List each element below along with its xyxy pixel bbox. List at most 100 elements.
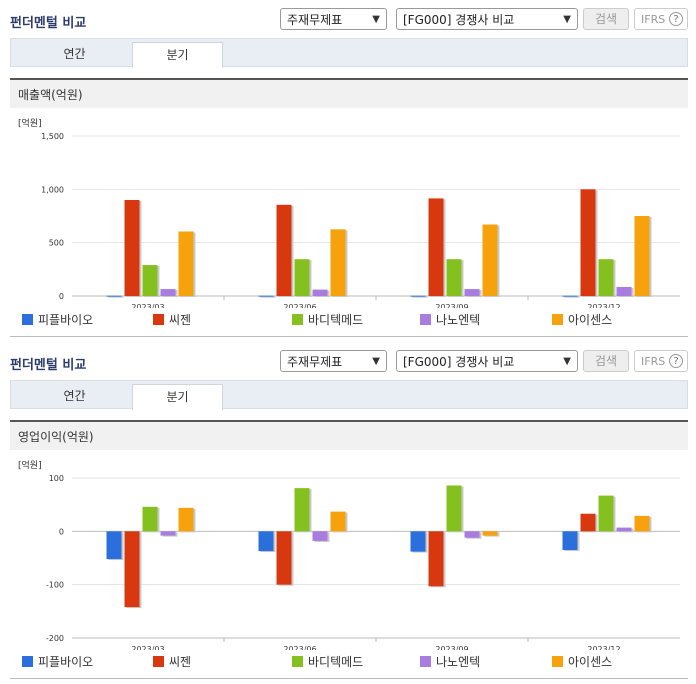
- legend-label: 아이센스: [568, 655, 613, 669]
- legend-label: 씨젠: [169, 313, 192, 327]
- tab-annual[interactable]: 연간: [63, 47, 86, 61]
- bar-피플바이오: [106, 531, 122, 560]
- bar-아이센스: [482, 224, 498, 296]
- legend-label: 바디텍메드: [308, 313, 364, 327]
- legend-swatch: [292, 656, 303, 667]
- legend-label: 나노엔텍: [436, 313, 481, 327]
- bar-아이센스: [330, 229, 346, 296]
- bar-피플바이오: [562, 295, 578, 297]
- bar-씨젠: [428, 531, 444, 587]
- search-button[interactable]: 검색: [583, 8, 629, 30]
- statement-type-value: 주재무제표: [287, 355, 343, 369]
- bar-피플바이오: [106, 295, 122, 297]
- bar-바디텍메드: [142, 506, 158, 532]
- tab-quarterly[interactable]: 분기: [132, 42, 223, 68]
- legend-swatch: [420, 314, 431, 325]
- legend-label: 씨젠: [169, 655, 192, 669]
- x-tick-label: 2023/12: [587, 303, 620, 308]
- legend-swatch: [552, 656, 563, 667]
- x-tick-label: 2023/12: [587, 645, 620, 650]
- y-tick-label: -100: [46, 581, 64, 590]
- y-tick-label: 1,000: [41, 185, 64, 194]
- statement-type-select[interactable]: 주재무제표 ▼: [280, 350, 387, 372]
- section-title: 펀더멘털 비교: [10, 358, 87, 373]
- metric-title: 영업이익(억원): [10, 420, 688, 450]
- period-tabs: 연간 분기: [10, 380, 688, 410]
- legend-swatch: [22, 656, 33, 667]
- tab-quarterly[interactable]: 분기: [132, 384, 223, 410]
- bar-나노엔텍: [616, 286, 632, 296]
- chevron-down-icon: ▼: [563, 14, 571, 25]
- bar-아이센스: [634, 216, 650, 296]
- bar-씨젠: [276, 204, 292, 296]
- bar-피플바이오: [410, 295, 426, 297]
- x-tick-label: 2023/09: [435, 303, 468, 308]
- legend-swatch: [292, 314, 303, 325]
- y-tick-label: 1,500: [41, 132, 64, 141]
- bar-나노엔텍: [464, 289, 480, 296]
- comparison-value: [FG000] 경쟁사 비교: [403, 355, 515, 369]
- bar-아이센스: [634, 515, 650, 532]
- section-divider: [10, 336, 688, 337]
- help-icon[interactable]: ?: [669, 354, 683, 368]
- chart-legend: 피플바이오 씨젠 바디텍메드 나노엔텍 아이센스: [22, 655, 662, 669]
- x-tick-label: 2023/06: [283, 303, 316, 308]
- x-tick-label: 2023/09: [435, 645, 468, 650]
- metric-title: 매출액(억원): [10, 78, 688, 108]
- section-divider: [10, 678, 688, 679]
- x-tick-label: 2023/06: [283, 645, 316, 650]
- bar-씨젠: [580, 189, 596, 296]
- bar-피플바이오: [258, 295, 274, 297]
- legend-label: 피플바이오: [38, 313, 94, 327]
- bar-바디텍메드: [294, 488, 310, 532]
- bar-바디텍메드: [294, 259, 310, 296]
- y-tick-label: -200: [46, 634, 64, 643]
- search-button[interactable]: 검색: [583, 350, 629, 372]
- bar-씨젠: [124, 531, 140, 608]
- bar-나노엔텍: [312, 289, 328, 296]
- legend-label: 바디텍메드: [308, 655, 364, 669]
- bar-씨젠: [276, 531, 292, 585]
- bar-shadow: [412, 296, 428, 298]
- y-tick-label: 100: [49, 474, 64, 483]
- bar-피플바이오: [562, 531, 578, 550]
- ifrs-button[interactable]: IFRS ?: [634, 350, 688, 372]
- chart-legend: 피플바이오 씨젠 바디텍메드 나노엔텍 아이센스: [22, 313, 662, 327]
- bar-피플바이오: [258, 531, 274, 552]
- chevron-down-icon: ▼: [372, 14, 380, 25]
- tab-annual[interactable]: 연간: [63, 389, 86, 403]
- unit-label: [억원]: [18, 117, 42, 129]
- comparison-select[interactable]: [FG000] 경쟁사 비교 ▼: [396, 8, 578, 30]
- bar-나노엔텍: [616, 527, 632, 532]
- section-header: 펀더멘털 비교 주재무제표 ▼ [FG000] 경쟁사 비교 ▼ 검색 IFRS…: [0, 0, 696, 36]
- bar-나노엔텍: [160, 289, 176, 296]
- bar-아이센스: [178, 507, 194, 532]
- chevron-down-icon: ▼: [563, 356, 571, 367]
- revenue-chart-svg: [억원] 0 500 1,000 1,500 2023/03 2023/06 2023/09 2…: [18, 117, 680, 308]
- bar-피플바이오: [410, 531, 426, 552]
- revenue-chart: [억원] 0 500 1,000 1,500 2023/03 2023/06 2023/09 2…: [10, 108, 688, 336]
- statement-type-select[interactable]: 주재무제표 ▼: [280, 8, 387, 30]
- x-tick-label: 2023/03: [131, 303, 164, 308]
- ifrs-button[interactable]: IFRS ?: [634, 8, 688, 30]
- comparison-select[interactable]: [FG000] 경쟁사 비교 ▼: [396, 350, 578, 372]
- bar-shadow: [564, 296, 580, 298]
- ifrs-label: IFRS: [641, 13, 666, 26]
- bar-씨젠: [428, 198, 444, 296]
- bar-바디텍메드: [446, 259, 462, 296]
- bar-씨젠: [580, 513, 596, 532]
- y-tick-label: 0: [59, 527, 64, 536]
- legend-swatch: [420, 656, 431, 667]
- statement-type-value: 주재무제표: [287, 13, 343, 27]
- legend-swatch: [153, 656, 164, 667]
- bar-아이센스: [330, 511, 346, 532]
- y-tick-label: 500: [49, 239, 64, 248]
- period-tabs: 연간 분기: [10, 38, 688, 68]
- x-tick-label: 2023/03: [131, 645, 164, 650]
- bar-아이센스: [482, 531, 498, 536]
- bar-바디텍메드: [446, 485, 462, 532]
- bar-씨젠: [124, 200, 140, 296]
- help-icon[interactable]: ?: [669, 12, 683, 26]
- bar-나노엔텍: [312, 531, 328, 541]
- chevron-down-icon: ▼: [372, 356, 380, 367]
